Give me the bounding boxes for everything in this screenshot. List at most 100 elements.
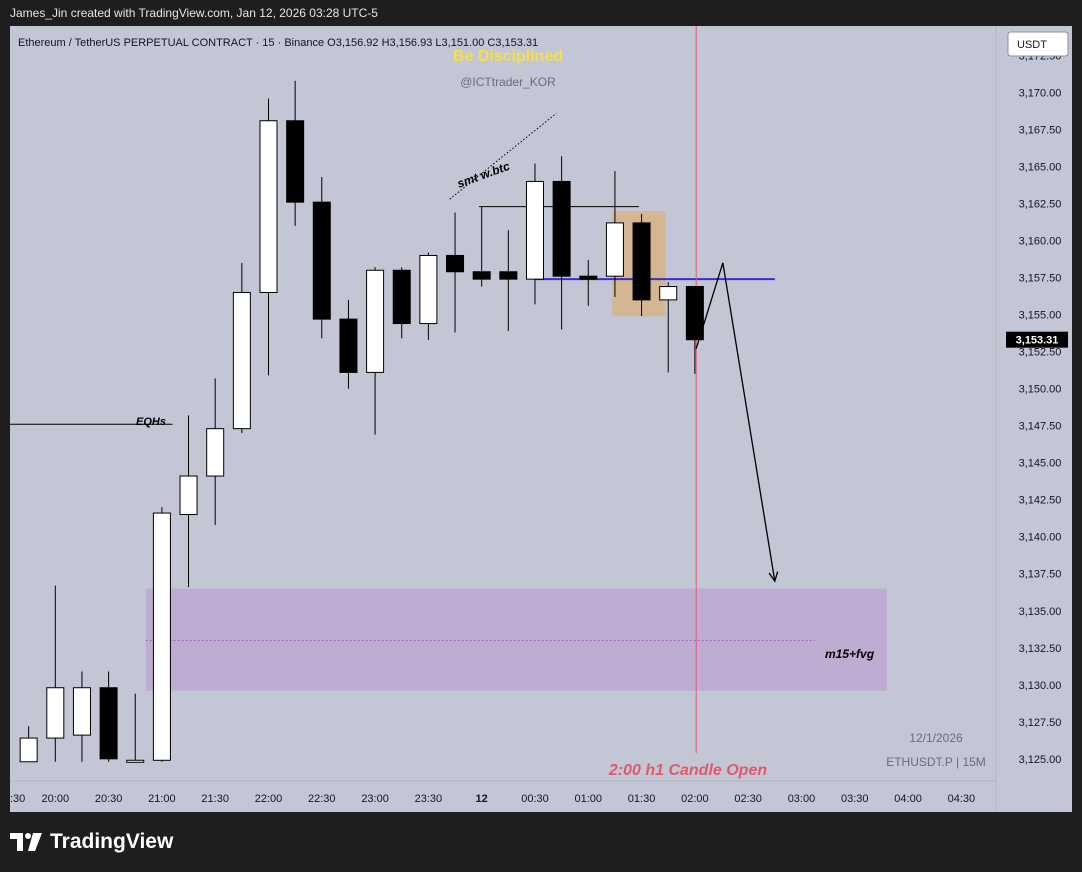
candle[interactable] [685,286,704,374]
y-tick-label: 3,142.50 [1019,495,1062,507]
candle-body [179,475,198,516]
candle[interactable] [339,299,358,389]
y-tick-label: 3,152.50 [1019,347,1062,359]
x-tick-label: :30 [10,793,25,805]
candle-body [659,286,678,301]
chart-area[interactable]: 3,125.00 3,127.50 3,130.00 3,132.50 3,135.00… [10,26,1072,812]
candle-body [286,120,305,203]
candle[interactable] [525,163,544,305]
candle[interactable] [232,262,251,434]
candle-body [525,180,544,280]
y-tick-label: 3,140.00 [1019,532,1062,544]
ohlc-value: H3,156.93 [382,37,433,49]
candle-body [605,222,624,277]
eqhs-label: EQHs [136,416,166,428]
candle[interactable] [419,252,438,340]
x-tick-label: 04:30 [948,793,976,805]
candle-body [206,428,225,477]
candle[interactable] [99,671,118,762]
candlestick-chart[interactable]: 3,125.00 3,127.50 3,130.00 3,132.50 3,135.00… [10,26,1072,812]
candle-body [366,269,385,373]
ohlc-value: O3,156.92 [327,37,378,49]
candle[interactable] [259,98,278,376]
y-tick-label: 3,157.50 [1019,273,1062,285]
candle[interactable] [472,206,491,287]
y-tick-label: 3,127.50 [1019,717,1062,729]
x-tick-label: 23:30 [415,793,443,805]
x-tick-label: 02:30 [734,793,762,805]
candle-body [446,254,465,273]
candle-body [312,201,331,320]
candle[interactable] [659,282,678,373]
y-tick-label: 3,125.00 [1019,754,1062,766]
candle-body [99,687,118,760]
candle-body [632,222,651,301]
candle-body [259,120,278,293]
y-tick-label: 3,150.00 [1019,384,1062,396]
x-tick-label: 21:30 [201,793,229,805]
y-tick-label: 3,160.00 [1019,236,1062,248]
candle-body [152,512,171,761]
candle[interactable] [286,80,305,226]
candle-body [232,291,251,430]
watermark-handle: @ICTtrader_KOR [460,75,556,89]
date-label: 12/1/2026 [909,731,963,745]
y-tick-label: 3,167.50 [1019,125,1062,137]
candle[interactable] [312,177,331,339]
candle-body [19,737,38,763]
y-tick-label: 3,162.50 [1019,199,1062,211]
candle[interactable] [206,378,225,525]
candle[interactable] [366,267,385,435]
x-tick-label: 02:00 [681,793,709,805]
x-tick-label: 23:00 [361,793,389,805]
candle[interactable] [72,671,91,762]
candle-body [685,286,704,341]
candle[interactable] [552,156,571,330]
candle[interactable] [152,507,171,762]
candle[interactable] [499,230,518,331]
x-tick-label: 03:00 [788,793,816,805]
x-tick-label: 01:30 [628,793,656,805]
candle[interactable] [179,415,198,588]
brand-name: TradingView [50,830,174,853]
last-price-label: 3,153.31 [1016,335,1059,347]
ohlc-value: C3,153.31 [487,37,538,49]
candle[interactable] [446,212,465,333]
candle[interactable] [632,214,651,317]
candle[interactable] [605,171,624,297]
x-tick-label: 01:00 [575,793,603,805]
y-tick-label: 3,147.50 [1019,421,1062,433]
tradingview-logo: TradingView [10,830,173,854]
x-tick-label: 03:30 [841,793,869,805]
y-tick-label: 3,130.00 [1019,680,1062,692]
candle[interactable] [46,585,65,762]
tradingview-logo-icon [10,833,42,851]
smt-label: smt w.btc [455,159,512,191]
candle-open-label: 2:00 h1 Candle Open [608,762,767,779]
currency-button-label[interactable]: USDT [1017,39,1047,51]
candle-body [392,269,411,325]
x-tick-label: 20:30 [95,793,123,805]
watermark-title: Be Disciplined [453,48,563,65]
currency-button[interactable] [1007,31,1069,57]
projection-path [695,262,776,582]
x-tick-label: 20:00 [42,793,70,805]
snapshot-credit: James_Jin created with TradingView.com, … [10,6,378,20]
y-tick-label: 3,145.00 [1019,458,1062,470]
candle[interactable] [392,267,411,339]
y-tick-label: 3,165.00 [1019,162,1062,174]
candle[interactable] [19,726,38,763]
projection-arrowhead [768,571,779,583]
x-tick-label: 21:00 [148,793,176,805]
ohlc-value: L3,151.00 [435,37,484,49]
candle[interactable] [579,259,598,306]
x-tick-label: 12 [476,793,488,805]
x-tick-label: 04:00 [894,793,922,805]
candle-body [339,318,358,373]
candle-body [472,271,491,280]
candle[interactable] [126,693,145,763]
x-tick-label: 00:30 [521,793,549,805]
candle-body [499,271,518,280]
candle-body [419,254,438,325]
